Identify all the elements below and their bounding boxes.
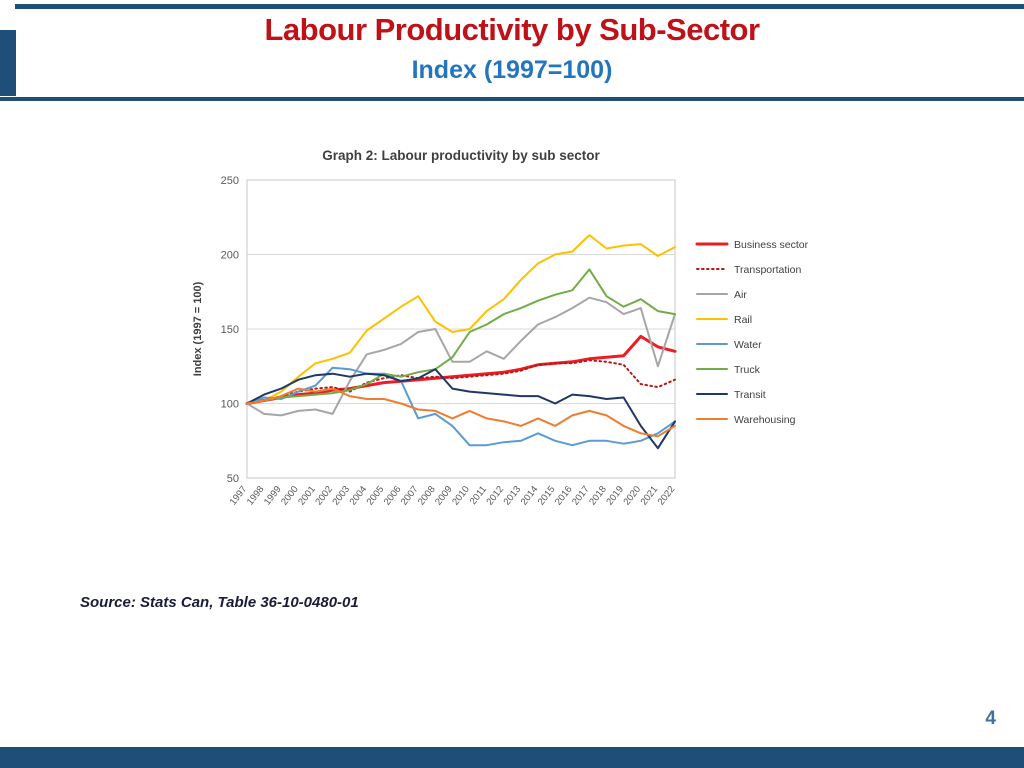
series-line-business-sector <box>245 334 677 405</box>
legend-label-business-sector: Business sector <box>734 239 809 251</box>
x-tick-label: 2021 <box>639 484 661 507</box>
legend-item-rail: Rail <box>696 314 752 326</box>
y-tick-label: 250 <box>221 175 239 187</box>
x-tick-label: 2007 <box>399 484 421 507</box>
x-tick-label: 2012 <box>484 484 506 507</box>
x-tick-label: 2004 <box>348 484 370 507</box>
x-tick-label: 2014 <box>519 484 541 507</box>
y-tick-label: 100 <box>221 399 239 411</box>
legend-item-truck: Truck <box>696 364 761 376</box>
series-line-rail <box>246 234 676 405</box>
legend-label-transportation: Transportation <box>734 264 801 276</box>
y-tick-label: 200 <box>221 250 239 262</box>
x-tick-label: 2010 <box>450 484 472 507</box>
source-note: Source: Stats Can, Table 36-10-0480-01 <box>80 594 359 611</box>
x-tick-label: 2020 <box>621 484 643 507</box>
y-tick-label: 150 <box>221 324 239 336</box>
x-tick-label: 2006 <box>382 484 404 507</box>
slide-subtitle: Index (1997=100) <box>411 56 613 84</box>
x-tick-label: 2003 <box>330 484 352 507</box>
x-tick-label: 2009 <box>433 484 455 507</box>
x-tick-label: 2013 <box>502 484 524 507</box>
footer-bar <box>0 747 1024 768</box>
page-number: 4 <box>985 708 996 729</box>
x-tick-label: 1999 <box>262 484 284 507</box>
series-line-water <box>246 366 676 447</box>
x-tick-label: 2019 <box>604 484 626 507</box>
header-bottom-border <box>0 97 1024 101</box>
legend-label-air: Air <box>734 289 747 301</box>
x-tick-label: 2018 <box>587 484 609 507</box>
y-axis-label: Index (1997 = 100) <box>192 281 204 376</box>
legend-item-business-sector: Business sector <box>695 239 809 251</box>
header-top-border <box>15 4 1024 9</box>
x-tick-label: 2022 <box>656 484 678 507</box>
legend-item-transit: Transit <box>696 389 766 401</box>
x-tick-label: 1997 <box>228 484 250 507</box>
legend-label-rail: Rail <box>734 314 752 326</box>
series-line-air <box>246 296 676 417</box>
chart-title: Graph 2: Labour productivity by sub sect… <box>322 148 600 163</box>
x-tick-label: 2011 <box>468 484 489 507</box>
series-line-warehousing <box>246 387 676 438</box>
x-tick-label: 2005 <box>365 484 387 507</box>
x-tick-label: 2016 <box>553 484 575 507</box>
legend-label-water: Water <box>734 339 762 351</box>
legend-item-transportation: Transportation <box>696 264 801 276</box>
chart-container: Graph 2: Labour productivity by sub sect… <box>185 138 845 568</box>
x-tick-label: 2000 <box>279 484 301 507</box>
x-tick-label: 2008 <box>416 484 438 507</box>
x-tick-label: 2017 <box>570 484 592 507</box>
series-line-transportation <box>246 359 676 405</box>
labour-productivity-chart: Graph 2: Labour productivity by sub sect… <box>192 148 809 508</box>
y-tick-label: 50 <box>227 473 239 485</box>
plot-border <box>246 179 676 479</box>
legend-label-truck: Truck <box>734 364 761 376</box>
x-tick-label: 1998 <box>245 484 267 507</box>
legend-label-transit: Transit <box>734 389 766 401</box>
legend-item-warehousing: Warehousing <box>696 414 796 426</box>
legend-item-air: Air <box>696 289 747 301</box>
header-left-accent <box>0 30 16 96</box>
slide-title: Labour Productivity by Sub-Sector <box>264 12 760 47</box>
series-line-transit <box>246 368 676 450</box>
x-tick-label: 2001 <box>296 484 318 507</box>
legend-label-warehousing: Warehousing <box>734 414 796 426</box>
x-tick-label: 2015 <box>536 484 558 507</box>
series-line-truck <box>246 268 676 405</box>
legend-item-water: Water <box>696 339 762 351</box>
x-tick-label: 2002 <box>313 484 335 507</box>
